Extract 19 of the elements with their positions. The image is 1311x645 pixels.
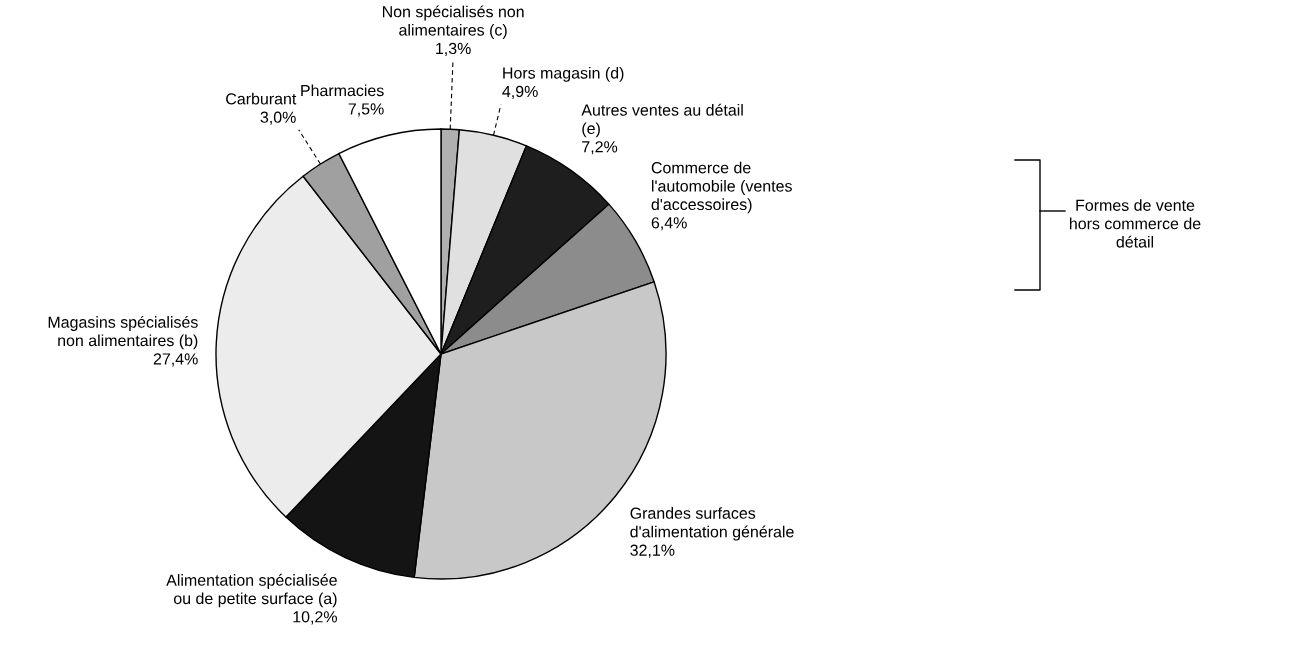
slice-label: Commerce de l'automobile (ventes d'accessoires) — [651, 161, 792, 214]
data-label: 7,5% — [348, 103, 384, 117]
text: Formes de vente hors commerce de détail — [1069, 199, 1201, 248]
slice-label: Hors magasin (d) — [503, 66, 624, 82]
data-label: 4,9% — [502, 85, 538, 99]
data-label: 6,4% — [651, 217, 687, 231]
slice-label: Magasins spécialisés non alimentaires (b) — [48, 315, 198, 350]
data-label: 7,2% — [582, 141, 618, 155]
slice-label: Pharmacies — [301, 84, 384, 97]
slice-label: Alimentation spécialisée ou de petite surface (a) — [166, 573, 337, 608]
slice-label: Carburant — [226, 92, 297, 105]
data-label: 32,1% — [630, 544, 675, 558]
data-label: 10,2% — [293, 611, 337, 625]
slice-label: Autres ventes au détail (e) — [581, 103, 743, 138]
data-label: 3,0% — [260, 111, 296, 125]
data-label: 27,4% — [153, 353, 198, 367]
data-label: 1,3% — [436, 42, 471, 56]
slice-label: Grandes surfaces d'alimentation générale — [630, 507, 794, 541]
slice-label: Non spécialisés non alimentaires (c) — [382, 5, 524, 39]
